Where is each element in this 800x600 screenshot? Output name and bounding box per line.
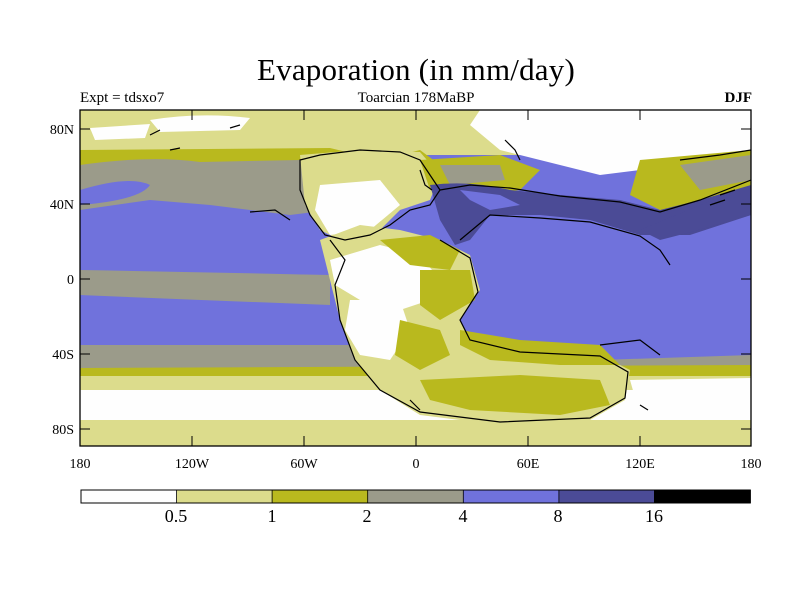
lon-tick-label: 120W xyxy=(175,457,210,472)
map-title: Evaporation (in mm/day) xyxy=(257,52,575,87)
lon-tick-label: 60W xyxy=(290,457,318,472)
colorbar xyxy=(80,489,751,504)
lat-tick-label: 0 xyxy=(67,273,74,288)
lon-axis: 180 120W 60W 0 60E 120E 180 xyxy=(70,110,762,472)
lat-tick-label: 40N xyxy=(50,198,74,213)
coastlines xyxy=(149,124,751,423)
lat-tick-label: 80N xyxy=(50,123,74,138)
experiment-label: Expt = tdsxo7 xyxy=(80,90,165,106)
colorbar-swatch xyxy=(80,489,178,504)
colorbar-label: 4 xyxy=(459,506,468,526)
colorbar-label: 1 xyxy=(268,506,277,526)
colorbar-label: 16 xyxy=(645,506,663,526)
lat-tick-label: 40S xyxy=(52,348,74,363)
colorbar-swatch xyxy=(176,489,274,504)
colorbar-label: 2 xyxy=(363,506,372,526)
season-label: DJF xyxy=(724,90,753,106)
colorbar-swatch xyxy=(367,489,465,504)
lat-tick-label: 80S xyxy=(52,423,74,438)
colorbar-swatch xyxy=(558,489,656,504)
lon-tick-label: 120E xyxy=(625,457,655,472)
colorbar-frame xyxy=(80,489,751,504)
colorbar-swatch xyxy=(654,489,751,504)
colorbar-label: 8 xyxy=(554,506,563,526)
lon-tick-label: 180 xyxy=(70,457,91,472)
lon-tick-label: 60E xyxy=(517,457,540,472)
lon-tick-label: 0 xyxy=(413,457,420,472)
colorbar-label: 0.5 xyxy=(165,506,188,526)
period-label: Toarcian 178MaBP xyxy=(357,90,475,106)
evaporation-field xyxy=(80,110,751,446)
lat-axis: 80N 40N 0 40S 80S xyxy=(50,123,751,438)
lon-tick-label: 180 xyxy=(741,457,762,472)
colorbar-swatch xyxy=(271,489,369,504)
colorbar-swatch xyxy=(462,489,560,504)
